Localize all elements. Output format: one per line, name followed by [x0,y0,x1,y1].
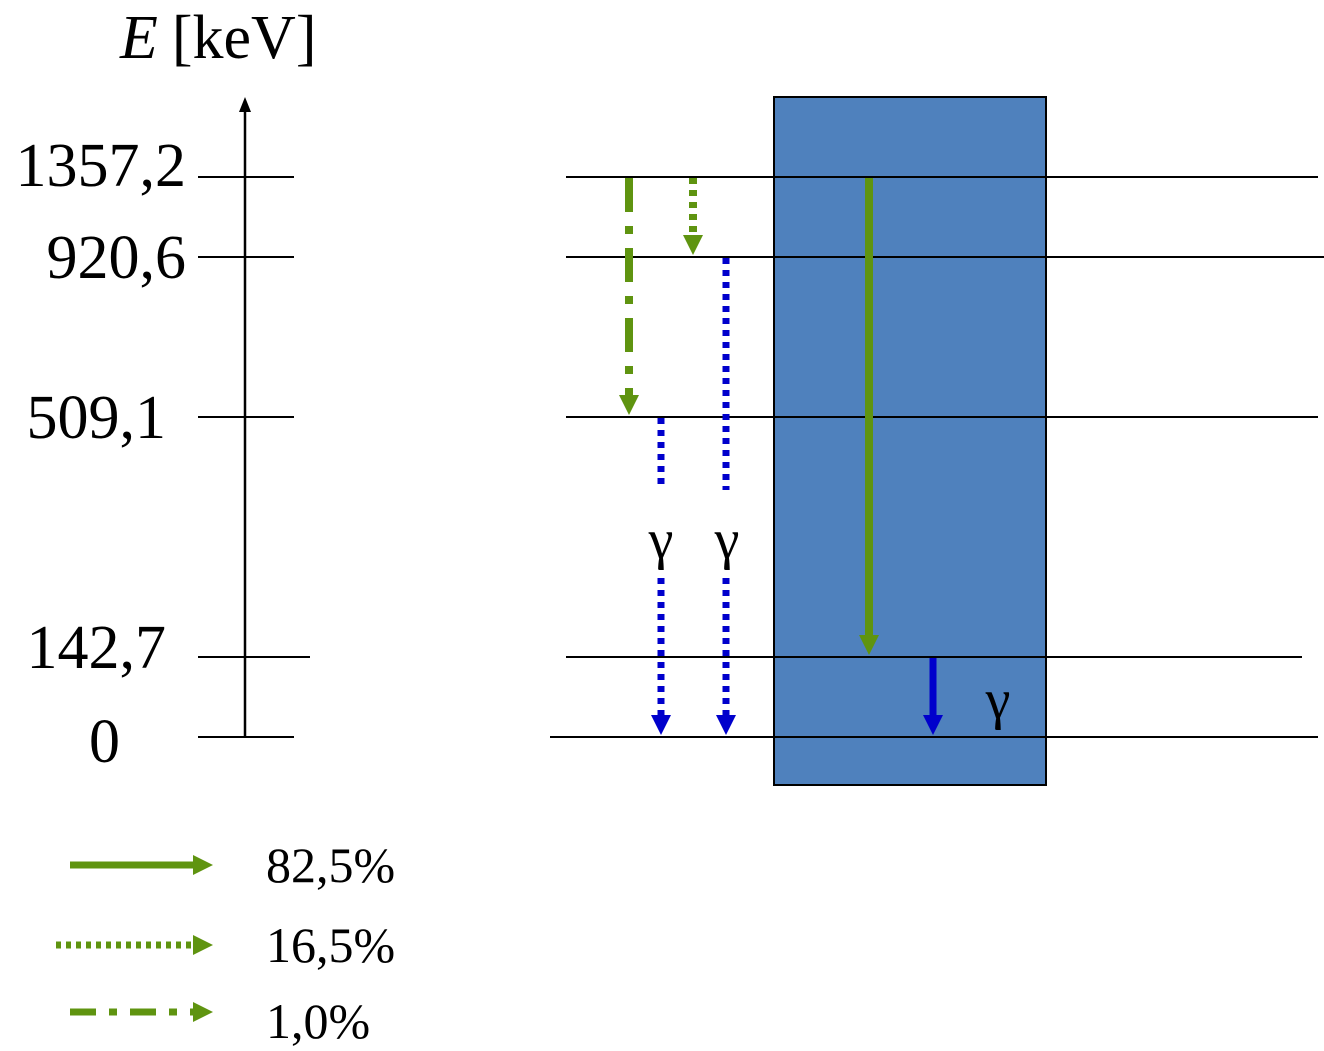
legend-arrowhead-solid [193,855,213,875]
level-label-1357: 1357,2 [16,132,187,200]
axis-title: E [keV] [119,4,316,72]
legend-label-dash-dot: 1,0% [266,993,370,1046]
beta-arrowhead-1357-to-509 [619,395,639,415]
legend-arrowhead-dotted [193,935,213,955]
beta-arrowhead-1357-to-920 [683,235,703,255]
legend-label-solid: 82,5% [266,837,395,893]
highlight-box [773,96,1047,786]
gamma-arrowhead-142 [923,715,943,735]
level-label-509: 509,1 [27,384,167,452]
level-label-0: 0 [89,708,120,776]
gamma-arrowhead-920 [716,715,736,735]
gamma-label-920: γ [714,509,740,571]
level-label-142: 142,7 [27,614,167,682]
energy-axis-arrowhead [239,97,251,112]
gamma-label-509: γ [648,509,674,571]
gamma-arrowhead-509 [651,715,671,735]
beta-arrowhead-1357-to-142 [859,635,879,655]
legend-label-dotted: 16,5% [266,917,395,973]
legend-arrowhead-dash-dot [193,1002,213,1022]
gamma-label-142: γ [985,669,1011,731]
legend: 82,5% 16,5% 1,0% [56,837,395,1049]
level-label-920: 920,6 [47,224,187,292]
